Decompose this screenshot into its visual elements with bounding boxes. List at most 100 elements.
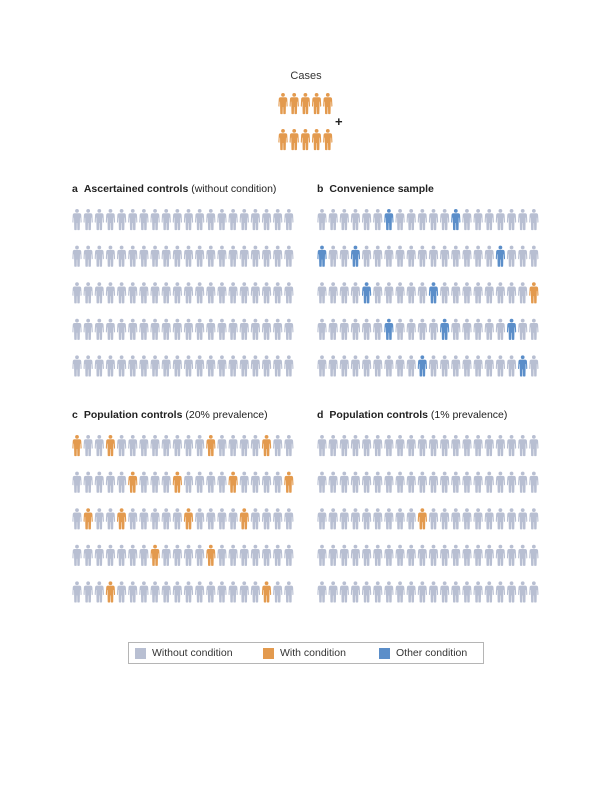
person-without-condition-icon xyxy=(317,581,327,603)
person-with-condition-icon xyxy=(83,508,93,530)
person-without-condition-icon xyxy=(217,508,227,530)
person-without-condition-icon xyxy=(451,245,461,267)
person-without-condition-icon xyxy=(83,544,93,566)
person-without-condition-icon xyxy=(462,471,472,493)
person-without-condition-icon xyxy=(350,282,361,304)
panel-c-letter: c xyxy=(72,409,78,421)
panel-d-letter: d xyxy=(317,409,324,421)
person-without-condition-icon xyxy=(417,435,427,457)
person-without-condition-icon xyxy=(417,245,427,267)
panel-a-title-normal: (without condition) xyxy=(188,183,277,195)
person-without-condition-icon xyxy=(339,508,349,530)
person-without-condition-icon xyxy=(72,508,82,530)
person-without-condition-icon xyxy=(105,245,116,267)
person-with-condition-icon xyxy=(172,471,182,493)
person-without-condition-icon xyxy=(473,318,483,340)
person-without-condition-icon xyxy=(128,209,138,231)
panel-b-title-bold: Convenience sample xyxy=(329,183,434,195)
person-without-condition-icon xyxy=(172,581,182,603)
person-without-condition-icon xyxy=(284,508,294,530)
person-without-condition-icon xyxy=(116,209,127,231)
person-without-condition-icon xyxy=(529,435,539,457)
person-without-condition-icon xyxy=(239,581,249,603)
person-without-condition-icon xyxy=(484,318,494,340)
person-without-condition-icon xyxy=(250,209,261,231)
person-without-condition-icon xyxy=(495,544,506,566)
person-without-condition-icon xyxy=(328,508,338,530)
person-without-condition-icon xyxy=(161,471,171,493)
person-without-condition-icon xyxy=(161,282,171,304)
person-without-condition-icon xyxy=(273,508,283,530)
person-without-condition-icon xyxy=(72,581,82,603)
panel-b-title: b Convenience sample xyxy=(317,183,434,195)
person-without-condition-icon xyxy=(462,245,472,267)
person-without-condition-icon xyxy=(484,471,494,493)
person-without-condition-icon xyxy=(83,355,93,377)
person-without-condition-icon xyxy=(239,544,249,566)
person-without-condition-icon xyxy=(518,318,528,340)
person-without-condition-icon xyxy=(172,245,182,267)
person-without-condition-icon xyxy=(373,282,383,304)
person-without-condition-icon xyxy=(317,544,327,566)
person-without-condition-icon xyxy=(273,245,283,267)
person-without-condition-icon xyxy=(83,581,93,603)
person-without-condition-icon xyxy=(139,471,149,493)
person-without-condition-icon xyxy=(150,471,160,493)
person-without-condition-icon xyxy=(339,209,349,231)
person-without-condition-icon xyxy=(161,245,171,267)
person-without-condition-icon xyxy=(150,282,160,304)
panel-d-title-normal: (1% prevalence) xyxy=(428,409,508,421)
person-without-condition-icon xyxy=(94,471,104,493)
person-other-condition-icon xyxy=(361,282,372,304)
person-without-condition-icon xyxy=(440,282,450,304)
person-without-condition-icon xyxy=(518,282,528,304)
person-without-condition-icon xyxy=(518,209,528,231)
person-without-condition-icon xyxy=(206,209,216,231)
cases-group xyxy=(278,93,333,151)
cases-title: Cases xyxy=(290,70,322,82)
case-person-icon xyxy=(323,129,333,151)
person-without-condition-icon xyxy=(250,508,261,530)
person-without-condition-icon xyxy=(328,282,338,304)
person-without-condition-icon xyxy=(172,318,182,340)
person-without-condition-icon xyxy=(228,318,238,340)
person-without-condition-icon xyxy=(328,581,338,603)
person-without-condition-icon xyxy=(395,318,405,340)
person-without-condition-icon xyxy=(217,355,227,377)
person-without-condition-icon xyxy=(428,355,439,377)
person-without-condition-icon xyxy=(239,435,249,457)
person-without-condition-icon xyxy=(284,544,294,566)
person-without-condition-icon xyxy=(384,544,394,566)
person-without-condition-icon xyxy=(440,245,450,267)
person-without-condition-icon xyxy=(451,508,461,530)
panel-b-grid xyxy=(317,209,539,377)
person-without-condition-icon xyxy=(139,544,149,566)
person-with-condition-icon xyxy=(105,435,116,457)
person-without-condition-icon xyxy=(473,245,483,267)
person-without-condition-icon xyxy=(217,435,227,457)
person-without-condition-icon xyxy=(484,245,494,267)
person-without-condition-icon xyxy=(250,245,261,267)
person-without-condition-icon xyxy=(361,581,372,603)
person-without-condition-icon xyxy=(484,282,494,304)
person-without-condition-icon xyxy=(195,318,205,340)
person-without-condition-icon xyxy=(228,508,238,530)
person-without-condition-icon xyxy=(72,318,82,340)
person-without-condition-icon xyxy=(261,508,272,530)
person-without-condition-icon xyxy=(395,435,405,457)
person-without-condition-icon xyxy=(361,471,372,493)
person-without-condition-icon xyxy=(451,282,461,304)
person-without-condition-icon xyxy=(206,318,216,340)
person-without-condition-icon xyxy=(506,282,517,304)
person-without-condition-icon xyxy=(384,581,394,603)
person-without-condition-icon xyxy=(373,245,383,267)
person-without-condition-icon xyxy=(428,318,439,340)
person-without-condition-icon xyxy=(116,282,127,304)
person-without-condition-icon xyxy=(506,471,517,493)
person-without-condition-icon xyxy=(161,209,171,231)
panel-c-title-bold: Population controls xyxy=(83,409,183,421)
person-without-condition-icon xyxy=(328,245,338,267)
person-without-condition-icon xyxy=(395,209,405,231)
person-without-condition-icon xyxy=(128,581,138,603)
person-without-condition-icon xyxy=(94,282,104,304)
